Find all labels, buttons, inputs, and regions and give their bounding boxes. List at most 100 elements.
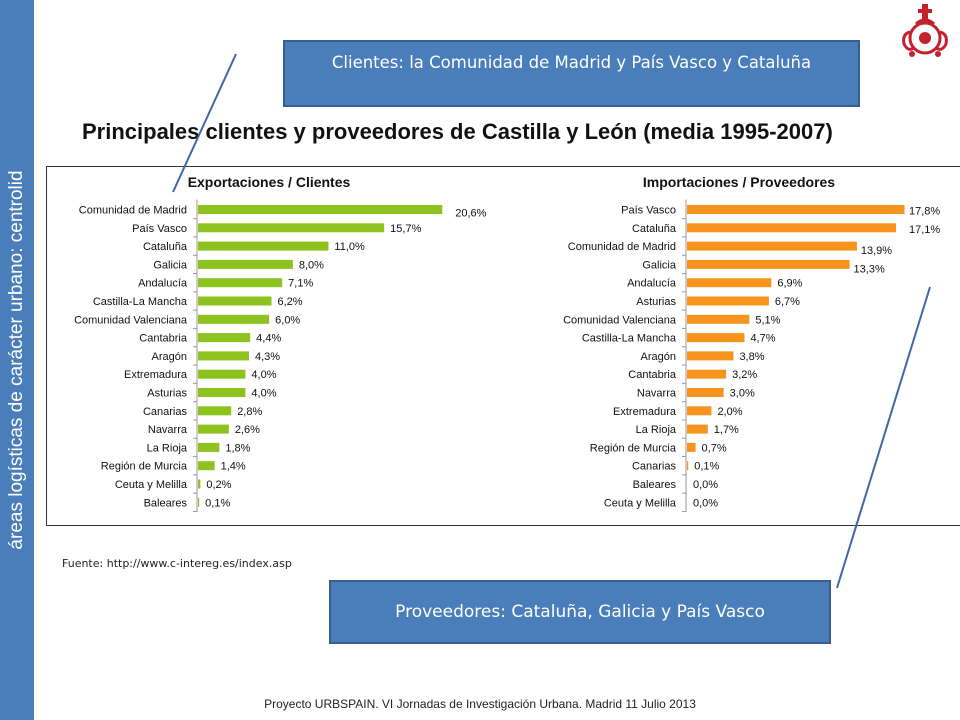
category-label: Cantabria (628, 369, 677, 381)
category-label: Comunidad de Madrid (79, 205, 187, 217)
category-label: Comunidad de Madrid (568, 241, 676, 253)
category-label: Galicia (153, 259, 188, 271)
category-label: La Rioja (636, 424, 677, 436)
bar (687, 442, 696, 452)
bar (687, 296, 769, 306)
data-label: 4,4% (256, 333, 281, 345)
category-label: País Vasco (621, 205, 676, 217)
category-label: Comunidad Valenciana (563, 314, 677, 326)
category-label: Canarias (143, 406, 188, 418)
category-label: La Rioja (147, 442, 188, 454)
bar (198, 351, 249, 361)
category-label: Región de Murcia (101, 461, 188, 473)
bar (687, 333, 745, 343)
bar (198, 424, 229, 434)
chart-frame (46, 166, 960, 526)
data-label: 0,1% (205, 497, 230, 509)
category-label: Cantabria (139, 333, 188, 345)
data-label: 2,0% (717, 406, 742, 418)
data-label: 7,1% (288, 278, 313, 290)
data-label: 3,0% (730, 388, 755, 400)
bar (687, 424, 708, 434)
category-label: Ceuta y Melilla (604, 497, 677, 509)
category-label: País Vasco (132, 223, 187, 235)
bar (198, 406, 232, 416)
data-label: 15,7% (390, 223, 421, 235)
category-label: Galicia (642, 259, 677, 271)
bar (198, 388, 246, 397)
category-label: Aragón (641, 351, 676, 363)
data-label: 4,7% (750, 333, 775, 345)
category-label: Baleares (633, 479, 677, 491)
category-label: Navarra (148, 424, 188, 436)
bar (198, 314, 270, 324)
data-label: 8,0% (299, 259, 324, 271)
bar (687, 241, 857, 251)
bar (198, 296, 272, 306)
data-label: 4,0% (251, 388, 276, 400)
category-label: Cataluña (143, 241, 188, 253)
category-label: Canarias (632, 461, 677, 473)
bar (687, 314, 750, 324)
category-label: Baleares (144, 497, 188, 509)
category-label: Región de Murcia (590, 442, 677, 454)
category-label: Ceuta y Melilla (115, 479, 188, 491)
bar (687, 461, 689, 471)
data-label: 0,1% (694, 461, 719, 473)
data-label: 11,0% (334, 241, 365, 253)
category-label: Extremadura (613, 406, 677, 418)
data-label: 5,1% (755, 314, 780, 326)
category-label: Andalucía (138, 278, 188, 290)
data-label: 4,0% (251, 369, 276, 381)
bar (198, 205, 443, 214)
data-label: 17,1% (909, 224, 940, 236)
data-label: 0,0% (693, 497, 718, 509)
category-label: Cataluña (632, 223, 677, 235)
chart-title: Exportaciones / Clientes (188, 174, 351, 190)
data-label: 17,8% (909, 206, 940, 218)
bar (687, 388, 724, 397)
bar (687, 406, 712, 416)
data-label: 2,6% (235, 424, 260, 436)
bar (198, 278, 283, 288)
chart-title: Importaciones / Proveedores (643, 174, 835, 190)
bar (687, 278, 772, 288)
bar (198, 241, 329, 251)
bar (198, 333, 251, 343)
suppliers-callout: Proveedores: Cataluña, Galicia y País Va… (329, 580, 831, 644)
data-label: 1,8% (225, 442, 250, 454)
sidebar-band: áreas logísticas de carácter urbano: cen… (0, 0, 34, 720)
bar (198, 497, 200, 507)
data-label: 0,2% (206, 479, 231, 491)
category-label: Extremadura (124, 369, 188, 381)
bar (198, 479, 201, 489)
category-label: Navarra (637, 388, 677, 400)
footer-text: Proyecto URBSPAIN. VI Jornadas de Invest… (264, 697, 696, 711)
category-label: Castilla-La Mancha (582, 333, 677, 345)
bar (687, 369, 727, 379)
data-label: 6,7% (775, 296, 800, 308)
data-label: 0,0% (693, 479, 718, 491)
source-note: Fuente: http://www.c-intereg.es/index.as… (62, 557, 292, 570)
clients-callout: Clientes: la Comunidad de Madrid y País … (283, 40, 860, 107)
bar (198, 442, 220, 452)
data-label: 13,3% (854, 263, 885, 275)
data-label: 6,9% (777, 278, 802, 290)
bar (687, 259, 850, 269)
category-label: Asturias (636, 296, 676, 308)
data-label: 0,7% (702, 442, 727, 454)
category-label: Castilla-La Mancha (93, 296, 188, 308)
data-label: 20,6% (455, 208, 486, 220)
category-label: Andalucía (627, 278, 677, 290)
data-label: 4,3% (255, 351, 280, 363)
bar (198, 223, 385, 233)
data-label: 1,7% (714, 424, 739, 436)
data-label: 6,0% (275, 314, 300, 326)
data-label: 2,8% (237, 406, 262, 418)
emblem-logo (902, 4, 948, 57)
category-label: Aragón (152, 351, 187, 363)
data-label: 13,9% (861, 245, 892, 257)
bar (687, 205, 905, 214)
bar (687, 223, 896, 233)
